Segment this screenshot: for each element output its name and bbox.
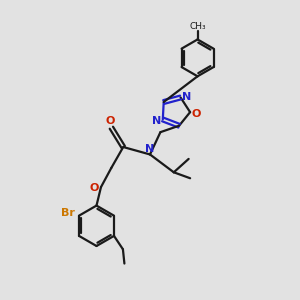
Text: O: O — [105, 116, 115, 126]
Text: N: N — [182, 92, 191, 103]
Text: N: N — [152, 116, 161, 126]
Text: N: N — [146, 144, 154, 154]
Text: O: O — [90, 183, 99, 193]
Text: O: O — [191, 109, 201, 118]
Text: Br: Br — [61, 208, 75, 218]
Text: CH₃: CH₃ — [189, 22, 206, 32]
